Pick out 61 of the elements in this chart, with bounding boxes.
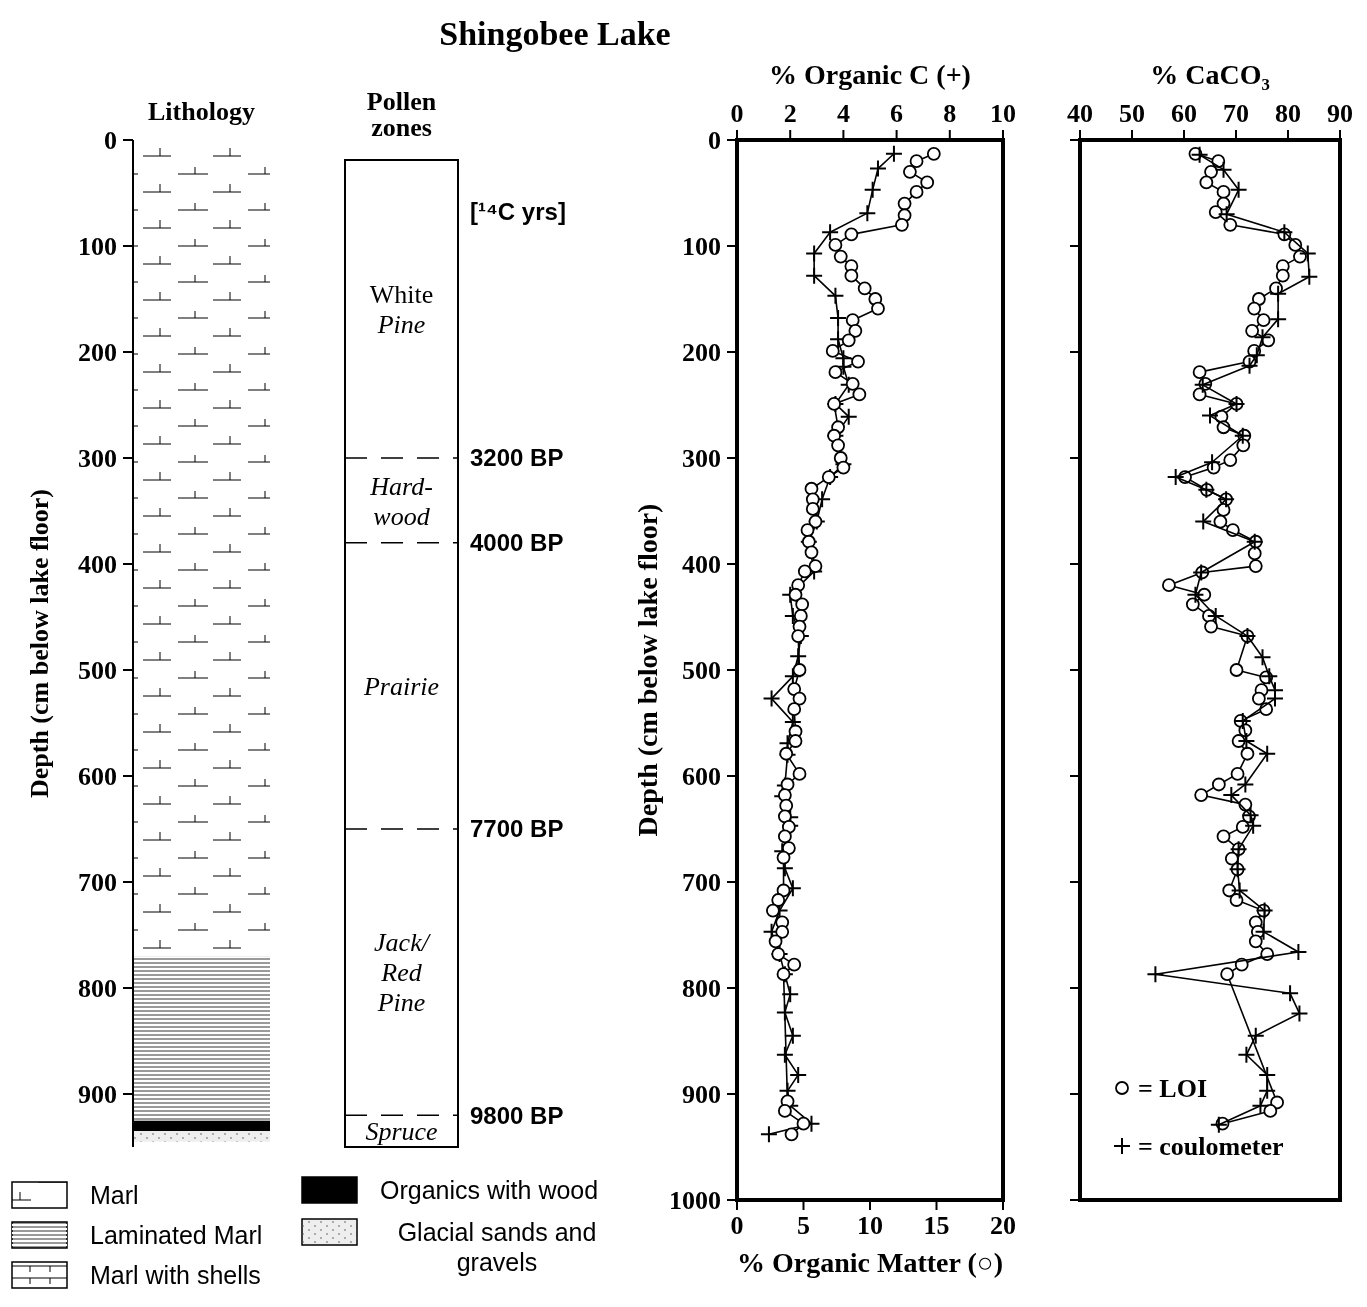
ref-line-label: 4000 BP xyxy=(470,529,564,557)
y-tick-label: 500 xyxy=(682,656,721,686)
annotation: Hard- wood xyxy=(369,471,433,531)
y-tick-label: 900 xyxy=(682,1080,721,1110)
x-tick-label: 40 xyxy=(1067,99,1093,128)
annotation: [¹⁴C yrs] xyxy=(470,198,566,225)
y-tick-label: 0 xyxy=(104,126,117,156)
ref-line-label: 3200 BP xyxy=(470,444,564,472)
x-tick-label: 90 xyxy=(1327,99,1353,128)
ref-line-label: 9800 BP xyxy=(470,1101,564,1129)
y-tick-label: 100 xyxy=(78,232,117,262)
x-tick-label: 20 xyxy=(990,1211,1016,1240)
y-tick-label: 700 xyxy=(78,868,117,898)
x-tick-label: 70 xyxy=(1223,99,1249,128)
x-axis-title: % CaCO₃ xyxy=(1150,59,1270,90)
legend-label: Laminated Marl xyxy=(90,1220,263,1249)
y-tick-label: 0 xyxy=(708,126,721,156)
x-tick-label: 60 xyxy=(1171,99,1197,128)
x-tick-label: 10 xyxy=(857,1211,883,1240)
y-tick-label: 700 xyxy=(682,868,721,898)
x2-tick-label: 4 xyxy=(836,99,850,128)
text: Marl with shells xyxy=(90,1260,261,1289)
x-tick-label: 0 xyxy=(730,1211,744,1240)
x-tick-label: 15 xyxy=(923,1211,950,1240)
y-tick-label: 200 xyxy=(682,338,721,368)
x-tick-label: 50 xyxy=(1119,99,1145,128)
y-tick-label: 500 xyxy=(78,656,117,686)
x2-tick-label: 6 xyxy=(890,99,904,128)
annotation: Jack/ Red Pine xyxy=(374,928,432,1018)
y-tick-label: 300 xyxy=(78,444,117,474)
y-tick-label: 400 xyxy=(78,550,117,580)
y-axis-title: Depth (cm below lake floor) xyxy=(25,488,54,799)
x2-tick-label: 2 xyxy=(783,99,797,128)
annotation: White Pine xyxy=(369,280,434,340)
y-tick-label: 800 xyxy=(682,974,721,1004)
y-tick-label: 200 xyxy=(78,338,117,368)
annotation: Pollen zones xyxy=(366,87,437,142)
y-tick-label: 900 xyxy=(78,1080,117,1110)
y-tick-label: 100 xyxy=(682,232,721,262)
y-tick-label: 300 xyxy=(682,444,721,474)
legend-label: Marl xyxy=(90,1180,139,1209)
y-axis-title: Depth (cm below lake floor) xyxy=(632,503,663,837)
y-tick-label: 1000 xyxy=(669,1186,721,1216)
x-tick-label: 5 xyxy=(797,1211,810,1240)
y-tick-label: 600 xyxy=(78,762,117,792)
ref-line-label: 7700 BP xyxy=(470,815,564,843)
text: Lithology xyxy=(148,97,255,126)
legend-label: Glacial sands and gravels xyxy=(397,1217,597,1276)
annotation: Spruce xyxy=(365,1117,438,1147)
x-axis-title: % Organic Matter (○) xyxy=(737,1247,1003,1278)
legend-label: = coulometer xyxy=(1138,1132,1284,1162)
chart-title: Shingobee Lake xyxy=(439,15,671,52)
x2-axis-title: % Organic C (+) xyxy=(769,59,971,90)
y-tick-label: 600 xyxy=(682,762,721,792)
x-tick-label: 80 xyxy=(1275,99,1301,128)
legend-label: Organics with wood xyxy=(380,1175,599,1204)
y-tick-label: 400 xyxy=(682,550,721,580)
annotation: Prairie xyxy=(362,672,440,701)
legend-label: = LOI xyxy=(1138,1074,1207,1104)
y-tick-label: 800 xyxy=(78,974,117,1004)
x2-tick-label: 8 xyxy=(943,99,957,128)
